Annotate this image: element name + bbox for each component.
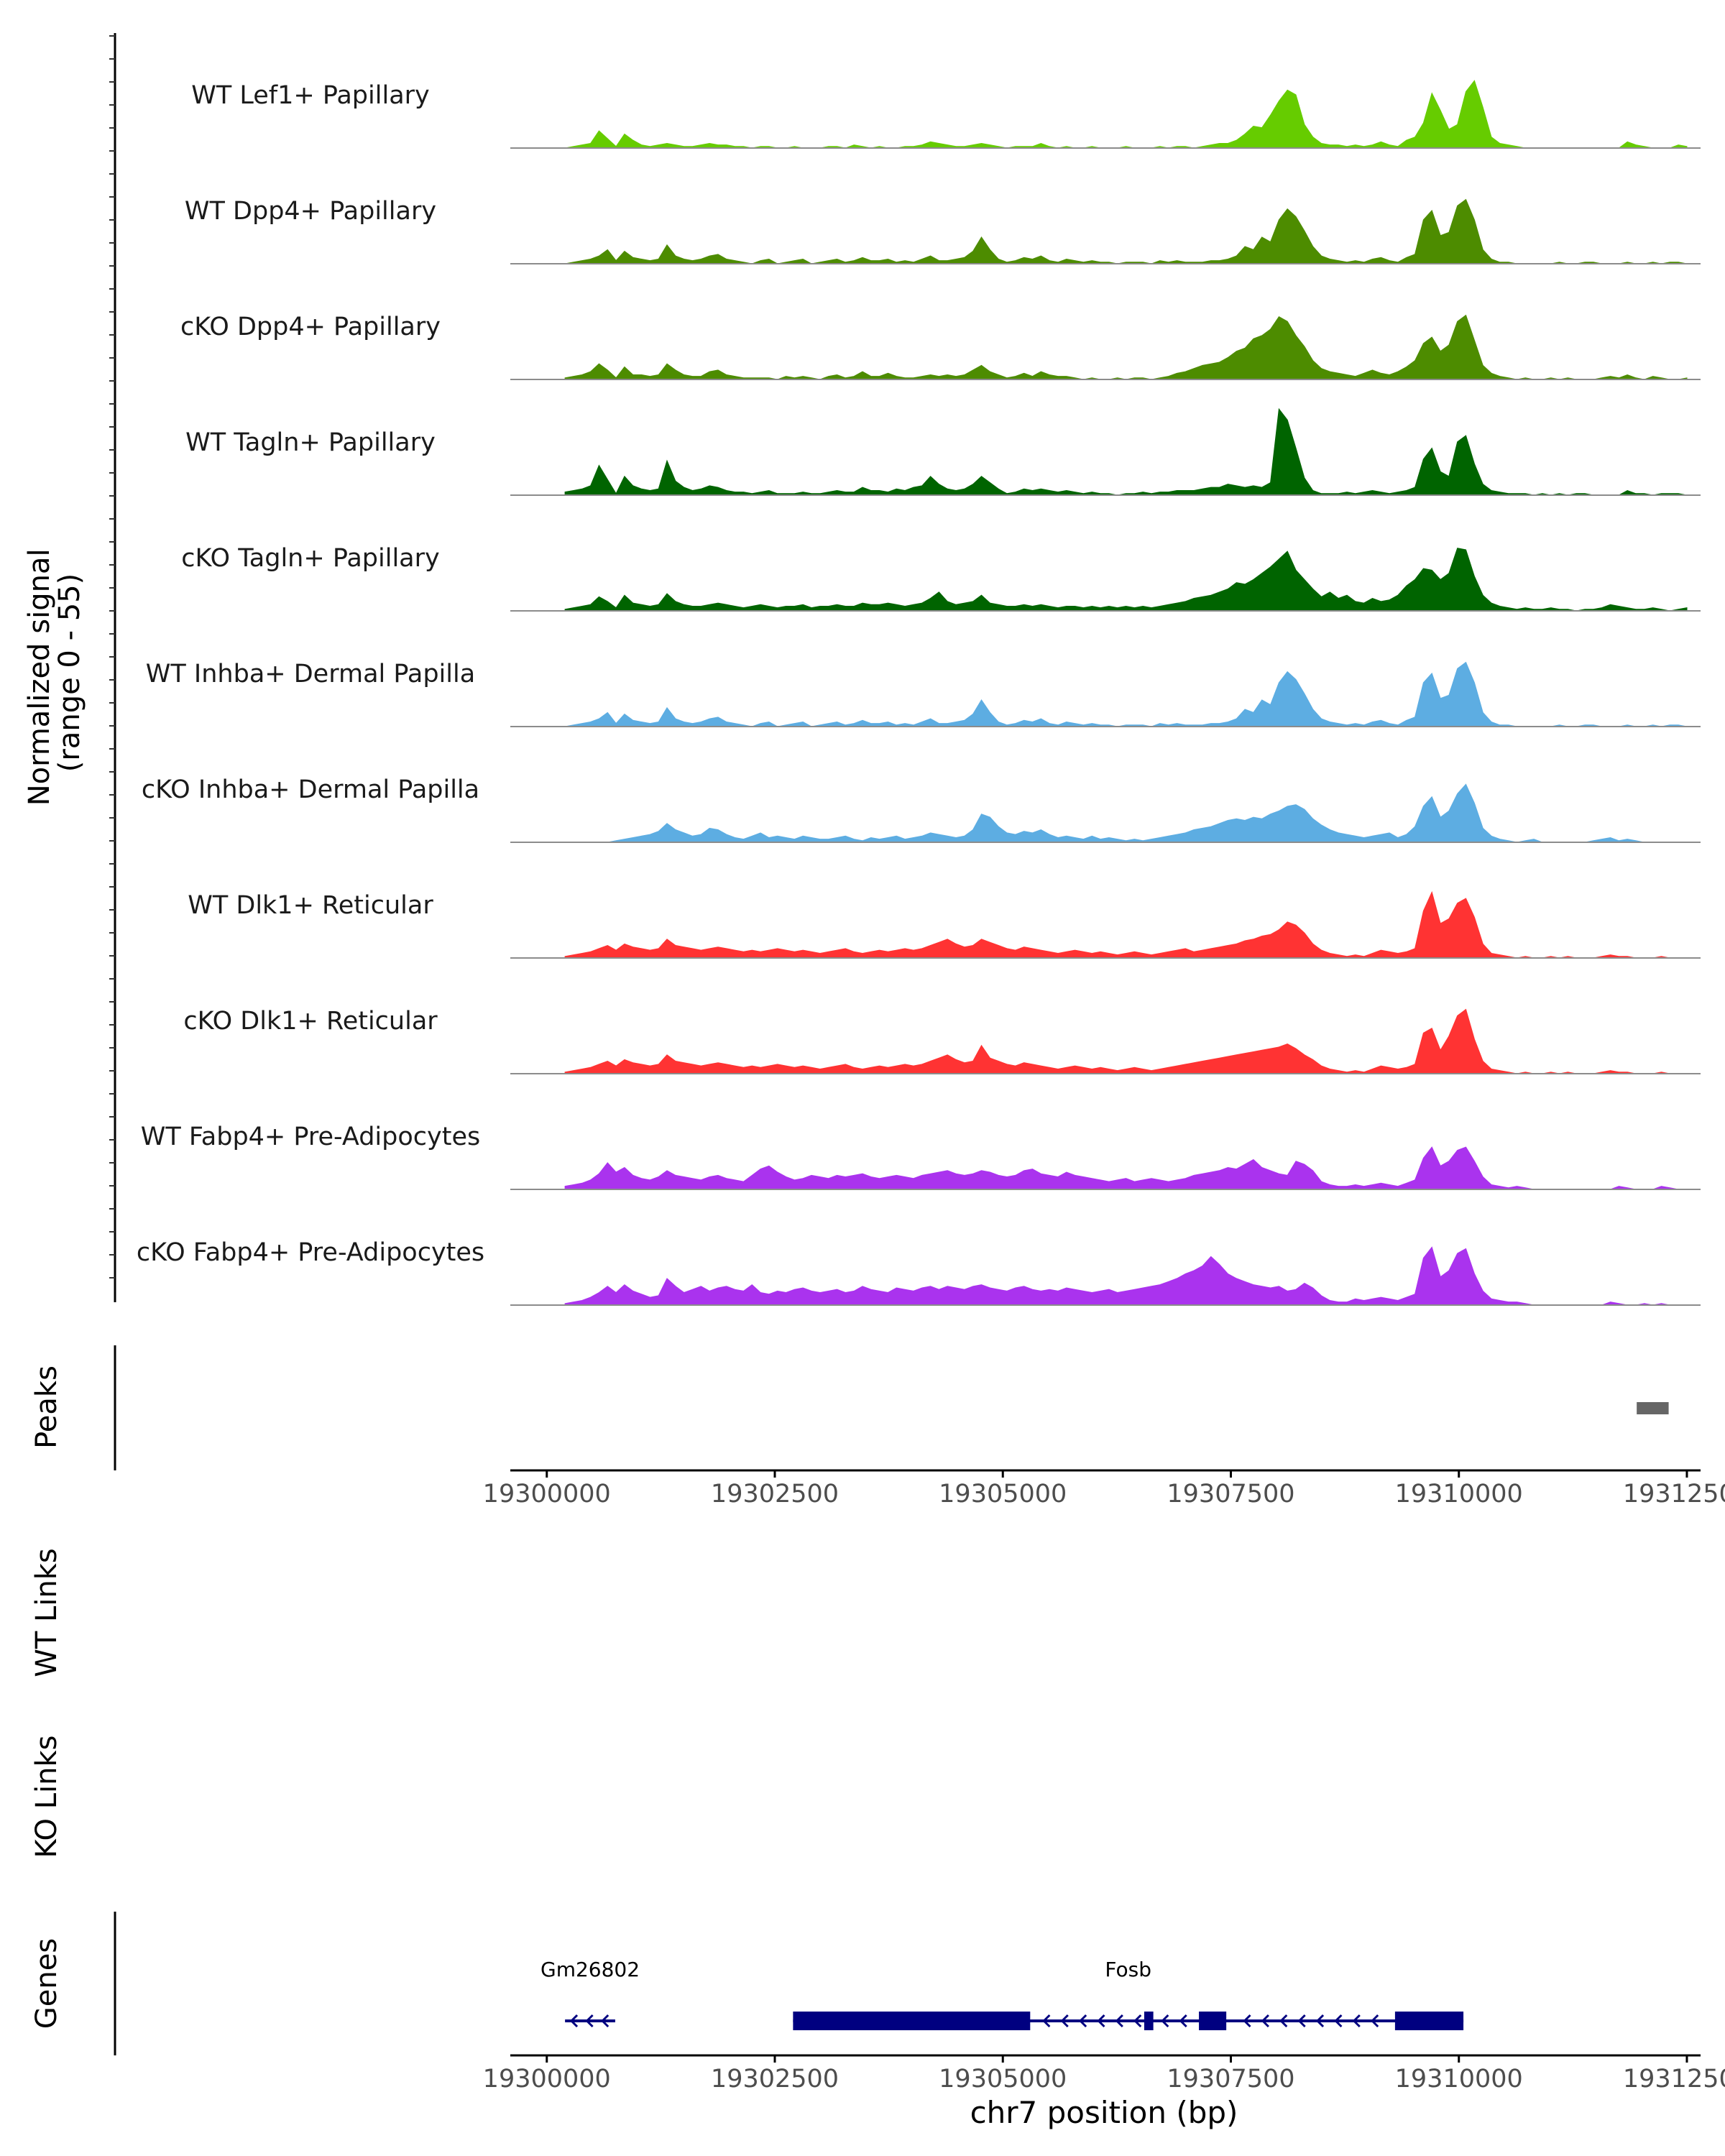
x-axis-genes-tick-label: 19302500: [711, 2065, 839, 2093]
track-label-cko-inhba-dermal-papilla: cKO Inhba+ Dermal Papilla: [142, 775, 479, 804]
track-label-cko-tagln-papillary: cKO Tagln+ Papillary: [181, 544, 440, 573]
coverage-area-wt-fabp4-pre-adipocytes: [564, 1146, 1687, 1190]
strand-arrow-fosb: [1315, 2014, 1325, 2028]
strand-arrow-fosb: [1371, 2014, 1379, 2028]
track-label-wt-tagln-papillary: WT Tagln+ Papillary: [185, 428, 436, 457]
x-axis-peaks-tick-label: 19307500: [1167, 1480, 1294, 1508]
strand-arrow-fosb: [1297, 2014, 1306, 2028]
coverage-tracks: WT Lef1+ Papillary WT Dpp4+ Papillary cKO …: [137, 80, 1701, 1306]
y-axis-title-line1: Normalized signal: [23, 548, 56, 806]
track-label-wt-fabp4-pre-adipocytes: WT Fabp4+ Pre-Adipocytes: [141, 1123, 480, 1151]
coverage-area-cko-tagln-papillary: [564, 548, 1688, 612]
wt-links-track-label: WT Links: [30, 1548, 63, 1677]
strand-arrow-fosb: [1097, 2014, 1105, 2028]
peaks-track-label: Peaks: [30, 1365, 63, 1449]
track-cko-dlk1-reticular: cKO Dlk1+ Reticular: [183, 1007, 1701, 1074]
strand-arrow-fosb: [1133, 2014, 1142, 2028]
x-axis-peaks-tick-label: 19305000: [939, 1480, 1067, 1508]
coverage-area-wt-lef1-papillary: [565, 80, 1688, 149]
x-axis-genes-tick-label: 19307500: [1167, 2065, 1294, 2093]
track-wt-inhba-dermal-papilla: WT Inhba+ Dermal Papilla: [146, 660, 1701, 727]
x-axis-genes-tick-label: 19312500: [1623, 2065, 1725, 2093]
strand-arrow-fosb: [1243, 2014, 1251, 2028]
y-axis-title-line2: (range 0 - 55): [53, 573, 86, 772]
x-axis-peaks-tick-label: 19300000: [483, 1480, 611, 1508]
track-cko-inhba-dermal-papilla: cKO Inhba+ Dermal Papilla: [142, 775, 1701, 843]
coverage-area-cko-dlk1-reticular: [564, 1008, 1687, 1074]
coverage-area-wt-dpp4-papillary: [565, 198, 1688, 264]
coverage-area-cko-fabp4-pre-adipocytes: [564, 1246, 1687, 1306]
y-axis-title: Normalized signal (range 0 - 55): [23, 540, 86, 806]
gene-label-gm26802: Gm26802: [540, 1958, 640, 1981]
strand-arrow-fosb: [1179, 2014, 1187, 2028]
gene-track: Gm26802 Fosb: [540, 1958, 1464, 2030]
strand-arrow-fosb: [1042, 2014, 1051, 2028]
gene-label-fosb: Fosb: [1105, 1958, 1151, 1981]
gene-exon-fosb: [1144, 2012, 1154, 2030]
coverage-area-wt-dlk1-reticular: [564, 890, 1687, 959]
track-label-cko-dpp4-papillary: cKO Dpp4+ Papillary: [180, 313, 441, 341]
strand-arrow-fosb: [1060, 2014, 1069, 2028]
track-label-wt-lef1-papillary: WT Lef1+ Papillary: [191, 81, 430, 110]
x-axis-peaks-tick-label: 19302500: [711, 1480, 839, 1508]
track-wt-lef1-papillary: WT Lef1+ Papillary: [191, 80, 1701, 149]
strand-arrow-fosb: [1161, 2014, 1169, 2028]
gene-exon-fosb: [793, 2012, 1031, 2030]
coverage-area-cko-inhba-dermal-papilla: [565, 783, 1687, 843]
coverage-area-cko-dpp4-papillary: [564, 314, 1688, 380]
track-label-wt-inhba-dermal-papilla: WT Inhba+ Dermal Papilla: [146, 660, 475, 688]
x-axis-genes: 19300000 19302500 19305000 19307500 19310000…: [483, 2054, 1725, 2093]
strand-arrow-fosb: [1115, 2014, 1123, 2028]
gene-exon-fosb: [1394, 2012, 1464, 2030]
coverage-area-wt-inhba-dermal-papilla: [565, 661, 1688, 727]
track-wt-fabp4-pre-adipocytes: WT Fabp4+ Pre-Adipocytes: [141, 1123, 1701, 1190]
x-axis-genes-tick-label: 19305000: [939, 2065, 1067, 2093]
x-axis-peaks-tick-label: 19312500: [1623, 1480, 1725, 1508]
strand-arrow-fosb: [1352, 2014, 1361, 2028]
track-label-wt-dpp4-papillary: WT Dpp4+ Papillary: [185, 197, 436, 226]
track-cko-dpp4-papillary: cKO Dpp4+ Papillary: [180, 313, 1701, 380]
genes-track-label: Genes: [30, 1938, 63, 2029]
track-label-wt-dlk1-reticular: WT Dlk1+ Reticular: [188, 891, 433, 920]
x-axis-genes-tick-label: 19310000: [1395, 2065, 1523, 2093]
track-label-cko-fabp4-pre-adipocytes: cKO Fabp4+ Pre-Adipocytes: [137, 1238, 484, 1267]
gene-fosb: Fosb: [793, 1958, 1464, 2030]
track-wt-tagln-papillary: WT Tagln+ Papillary: [185, 407, 1701, 496]
strand-arrow-gm26802: [569, 2014, 579, 2028]
peak-track: [1637, 1402, 1669, 1414]
track-label-cko-dlk1-reticular: cKO Dlk1+ Reticular: [183, 1007, 438, 1036]
strand-arrow-fosb: [1334, 2014, 1343, 2028]
coverage-area-wt-tagln-papillary: [564, 407, 1688, 496]
gene-gm26802: Gm26802: [540, 1958, 640, 2028]
track-cko-fabp4-pre-adipocytes: cKO Fabp4+ Pre-Adipocytes: [137, 1238, 1701, 1306]
x-axis-genes-tick-label: 19300000: [483, 2065, 611, 2093]
ko-links-track-label: KO Links: [30, 1736, 63, 1858]
x-axis-title: chr7 position (bp): [970, 2095, 1238, 2130]
x-axis-peaks-tick-label: 19310000: [1395, 1480, 1523, 1508]
track-wt-dlk1-reticular: WT Dlk1+ Reticular: [188, 890, 1701, 959]
x-axis-peaks: 19300000 19302500 19305000 19307500 19310000…: [483, 1469, 1725, 1508]
strand-arrow-gm26802: [585, 2014, 594, 2028]
strand-arrow-gm26802: [601, 2014, 610, 2028]
peak-region: [1637, 1402, 1669, 1414]
track-wt-dpp4-papillary: WT Dpp4+ Papillary: [185, 197, 1701, 264]
strand-arrow-fosb: [1279, 2014, 1288, 2028]
strand-arrow-fosb: [1261, 2014, 1269, 2028]
strand-arrow-fosb: [1078, 2014, 1087, 2028]
track-cko-tagln-papillary: cKO Tagln+ Papillary: [181, 544, 1701, 612]
gene-exon-fosb: [1199, 2012, 1227, 2030]
coverage-y-axis-ticks: [109, 35, 115, 1279]
